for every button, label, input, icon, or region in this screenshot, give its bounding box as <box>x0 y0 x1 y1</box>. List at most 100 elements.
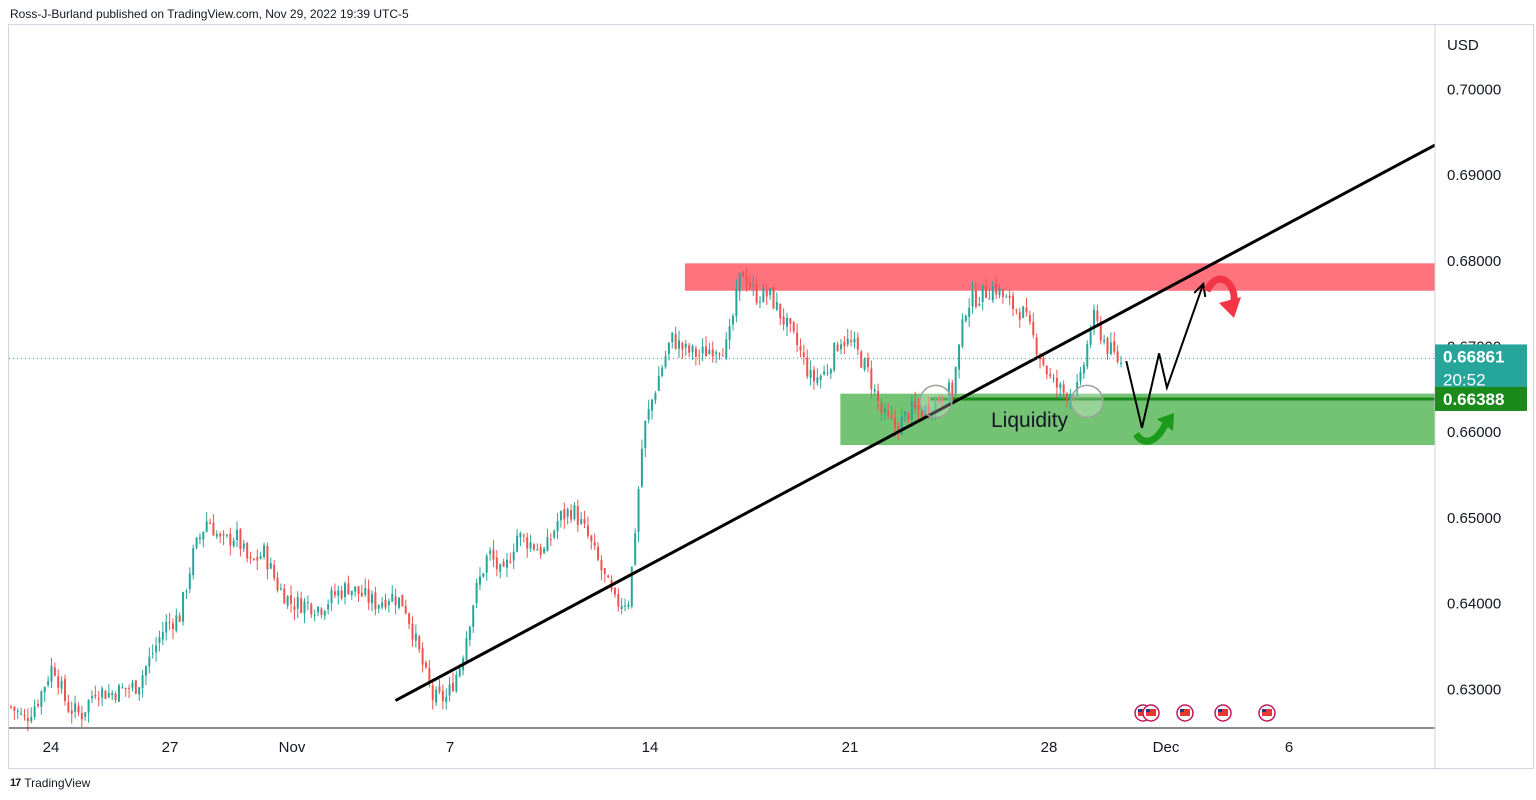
candle-body <box>472 605 475 627</box>
candle-body <box>371 594 374 604</box>
price-chart[interactable]: Liquidity USD 0.63000 0.64000 0.65000 0.6600… <box>9 25 1535 770</box>
candle-body <box>1049 374 1052 377</box>
candle-body <box>13 706 16 711</box>
candle-body <box>1120 362 1122 364</box>
candle-body <box>721 355 724 357</box>
candle-body <box>40 691 43 707</box>
candle-body <box>917 405 920 410</box>
candle-body <box>104 690 107 699</box>
chart-frame[interactable]: Liquidity USD 0.63000 0.64000 0.65000 0.6600… <box>8 24 1535 770</box>
candle-body <box>1008 295 1011 298</box>
candle-body <box>758 301 761 303</box>
candle-body <box>158 637 161 643</box>
candle-body <box>67 702 70 712</box>
candle-body <box>671 332 674 343</box>
candle-body <box>863 358 866 370</box>
candle-body <box>927 405 930 415</box>
candle-body <box>1109 342 1112 355</box>
candle-body <box>408 613 411 625</box>
candle-body <box>141 675 144 688</box>
candle-body <box>50 665 53 682</box>
candle-body <box>812 369 815 382</box>
y-tick-label: 0.70000 <box>1447 81 1501 98</box>
candle-body <box>344 583 347 597</box>
candle-body <box>94 694 97 697</box>
candle-body <box>337 590 340 596</box>
candle-body <box>893 417 896 428</box>
candle-body <box>526 537 529 549</box>
candle-body <box>816 377 819 384</box>
candle-body <box>168 622 171 624</box>
candle-body <box>974 290 977 307</box>
candle-body <box>384 599 387 608</box>
support-price-tag <box>1435 386 1527 411</box>
candle-body <box>860 351 863 368</box>
candle-body <box>340 590 343 598</box>
candle-body <box>222 534 225 536</box>
candle-body <box>519 532 522 538</box>
candle-body <box>651 399 654 411</box>
candle-body <box>107 692 110 698</box>
us-flag-canton-icon <box>1180 709 1184 712</box>
candle-body <box>775 302 778 310</box>
candle-body <box>779 303 782 319</box>
x-tick-label: 28 <box>1041 739 1058 756</box>
candle-body <box>988 298 991 300</box>
candle-body <box>404 605 407 614</box>
candle-body <box>870 368 873 390</box>
candle-body <box>637 489 640 532</box>
candle-body <box>715 352 718 354</box>
y-tick-label: 0.69000 <box>1447 167 1501 184</box>
candle-body <box>1089 331 1092 345</box>
candle-body <box>833 343 836 371</box>
candle-body <box>249 557 252 559</box>
candle-body <box>661 367 664 376</box>
candle-body <box>705 346 708 357</box>
candle-body <box>205 521 208 532</box>
candle-body <box>802 352 805 357</box>
candle-body <box>1082 364 1085 374</box>
candle-body <box>124 687 127 690</box>
candle-body <box>823 371 826 375</box>
candle-body <box>674 333 677 349</box>
candle-body <box>428 668 431 685</box>
candle-body <box>836 344 839 351</box>
candle-body <box>347 583 350 595</box>
candle-body <box>603 568 606 574</box>
us-flag-canton-icon <box>1138 709 1142 712</box>
candle-body <box>620 605 623 610</box>
projection-path <box>1125 283 1205 429</box>
candle-body <box>1032 321 1035 336</box>
tradingview-footer[interactable]: 17 TradingView <box>10 776 90 790</box>
trendline <box>394 143 1436 702</box>
candle-body <box>97 698 100 700</box>
candle-body <box>397 597 400 608</box>
candle-body <box>313 614 316 616</box>
candle-body <box>478 576 481 585</box>
candle-body <box>745 275 748 285</box>
candle-body <box>732 316 735 325</box>
candle-body <box>418 636 421 650</box>
candle-body <box>516 535 519 552</box>
candle-body <box>185 591 188 593</box>
resistance-zone <box>684 263 1435 291</box>
candle-body <box>438 687 441 692</box>
candle-body <box>958 344 961 370</box>
x-tick-label: 14 <box>642 739 659 756</box>
candle-body <box>617 593 620 607</box>
bounce-arrowhead-icon <box>1157 413 1174 431</box>
candle-body <box>202 531 205 540</box>
candle-body <box>546 537 549 551</box>
candle-body <box>1005 296 1008 298</box>
candle-body <box>951 382 954 395</box>
candle-body <box>701 346 704 354</box>
candle-body <box>394 596 397 606</box>
candle-body <box>738 273 741 292</box>
candle-body <box>303 601 306 614</box>
candle-body <box>323 611 326 616</box>
candle-body <box>468 626 471 640</box>
candle-body <box>74 703 77 712</box>
candle-body <box>1028 315 1031 322</box>
candle-body <box>1052 377 1055 379</box>
candle-body <box>195 537 198 548</box>
